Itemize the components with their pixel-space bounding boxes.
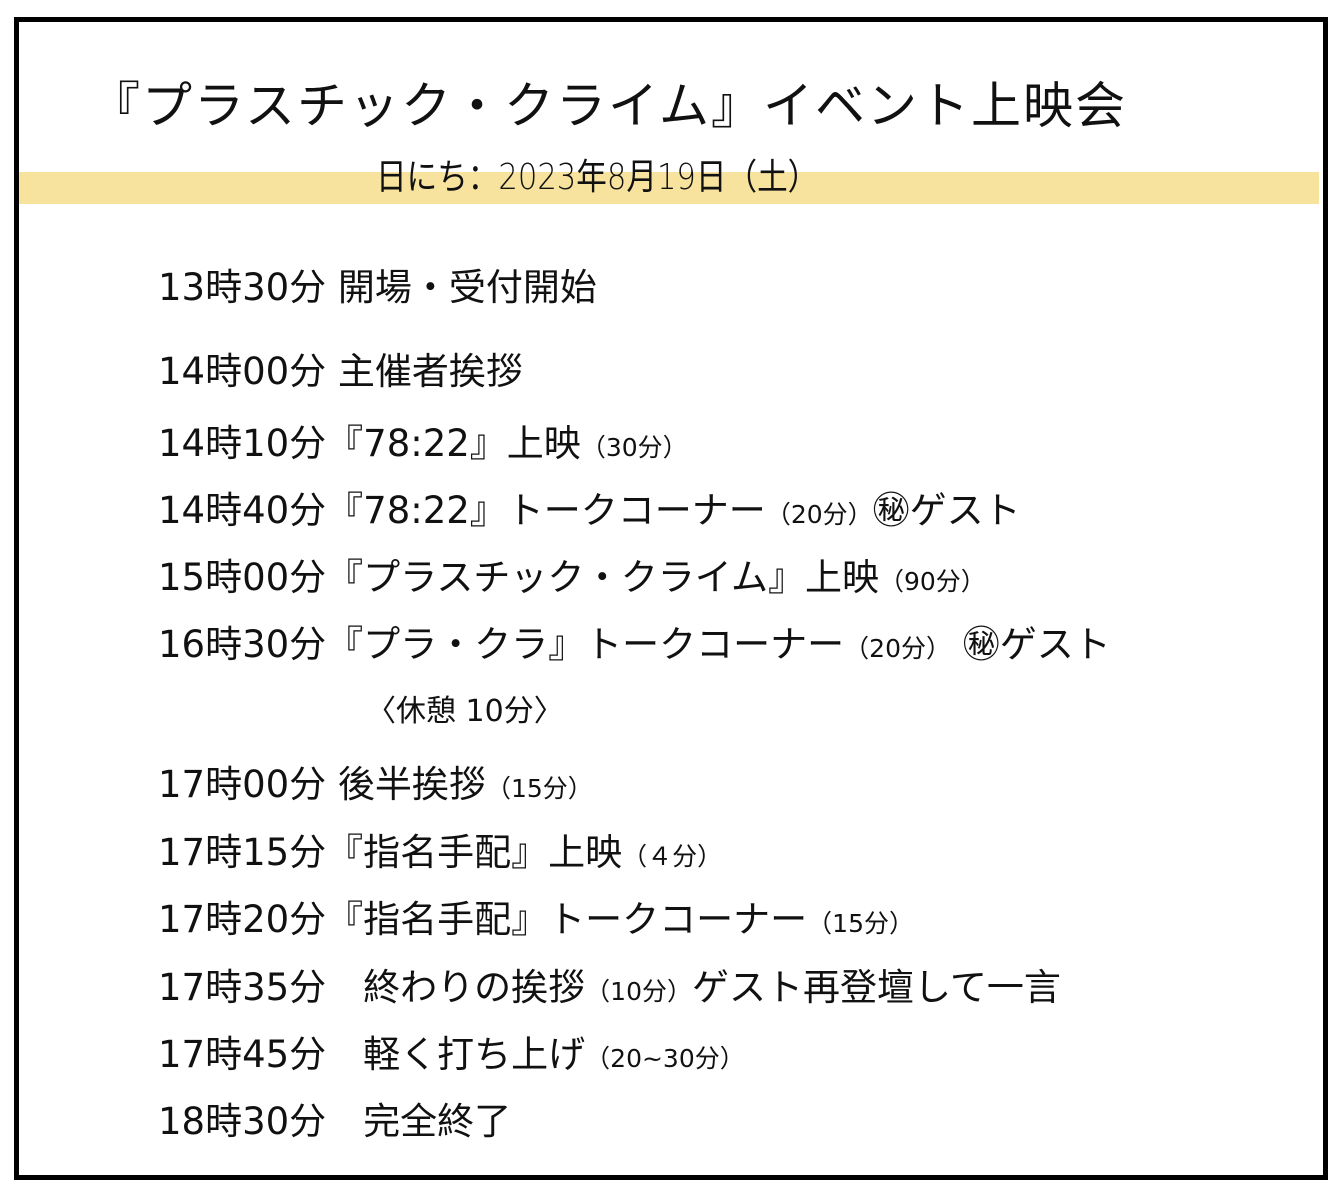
- schedule-time: 15時00分: [158, 556, 327, 599]
- schedule-item: 14時40分『78:22』トークコーナー（20分）㊙ゲスト: [158, 489, 1021, 537]
- schedule-text: 『プラ・クラ』トークコーナー: [326, 623, 845, 666]
- schedule-item: 13時30分 開場・受付開始: [158, 266, 597, 314]
- schedule-time: 17時45分: [158, 1033, 327, 1076]
- schedule-duration: （90分）: [878, 567, 986, 596]
- page-frame: [14, 17, 1328, 1180]
- schedule-item: 17時15分『指名手配』上映（４分）: [158, 831, 722, 879]
- schedule-time: 16時30分: [158, 623, 327, 666]
- schedule-text: 〈休憩 10分〉: [366, 694, 564, 729]
- schedule-duration: （30分）: [580, 433, 688, 462]
- schedule-item: 16時30分『プラ・クラ』トークコーナー（20分） ㊙ゲスト: [158, 623, 1111, 671]
- schedule-extra: ゲスト再登壇して一言: [691, 966, 1061, 1009]
- schedule-item: 17時35分 終わりの挨拶（10分）ゲスト再登壇して一言: [158, 966, 1061, 1014]
- schedule-extra: ㊙ゲスト: [872, 489, 1021, 532]
- schedule-duration: （20~30分）: [585, 1044, 745, 1073]
- schedule-time: 18時30分: [158, 1100, 327, 1143]
- schedule-time: 14時00分: [158, 350, 327, 393]
- schedule-item: 17時45分 軽く打ち上げ（20~30分）: [158, 1033, 745, 1081]
- schedule-time: 17時15分: [158, 831, 327, 874]
- schedule-time: 17時00分: [158, 763, 327, 806]
- schedule-duration: （15分）: [485, 774, 593, 803]
- schedule-time: 14時10分: [158, 422, 327, 465]
- schedule-duration: （10分）: [585, 977, 692, 1006]
- schedule-time: 17時35分: [158, 966, 327, 1009]
- schedule-text: 後半挨拶: [326, 763, 486, 806]
- schedule-duration: （15分）: [807, 909, 914, 938]
- schedule-duration: （４分）: [622, 842, 723, 871]
- schedule-text: 主催者挨拶: [326, 350, 523, 393]
- schedule-text: 軽く打ち上げ: [326, 1033, 586, 1076]
- schedule-item: 14時10分『78:22』上映（30分）: [158, 422, 688, 470]
- schedule-item: 14時00分 主催者挨拶: [158, 350, 523, 398]
- event-date: 日にち：2023年8月19日（土）: [376, 157, 819, 198]
- schedule-duration: （20分）: [765, 500, 873, 529]
- schedule-text: 『78:22』トークコーナー: [326, 489, 766, 532]
- schedule-text: 『プラスチック・クライム』上映: [326, 556, 879, 599]
- schedule-text: 完全終了: [326, 1100, 512, 1143]
- schedule-item: 18時30分 完全終了: [158, 1100, 511, 1148]
- schedule-item: 〈休憩 10分〉: [366, 690, 564, 735]
- page-title: 『プラスチック・クライム』イベント上映会: [90, 77, 1127, 135]
- schedule-text: 『指名手配』トークコーナー: [326, 898, 808, 941]
- schedule-item: 15時00分『プラスチック・クライム』上映（90分）: [158, 556, 986, 604]
- schedule-text: 終わりの挨拶: [326, 966, 586, 1009]
- schedule-time: 17時20分: [158, 898, 327, 941]
- schedule-time: 14時40分: [158, 489, 327, 532]
- schedule-extra: ㊙ゲスト: [950, 623, 1111, 666]
- schedule-item: 17時20分『指名手配』トークコーナー（15分）: [158, 898, 914, 946]
- schedule-text: 『指名手配』上映: [326, 831, 623, 874]
- schedule-duration: （20分）: [844, 634, 951, 663]
- schedule-text: 『78:22』上映: [326, 422, 581, 465]
- schedule-text: 開場・受付開始: [326, 266, 597, 309]
- schedule-time: 13時30分: [158, 266, 327, 309]
- highlight-band: [19, 172, 1319, 204]
- schedule-item: 17時00分 後半挨拶（15分）: [158, 763, 593, 811]
